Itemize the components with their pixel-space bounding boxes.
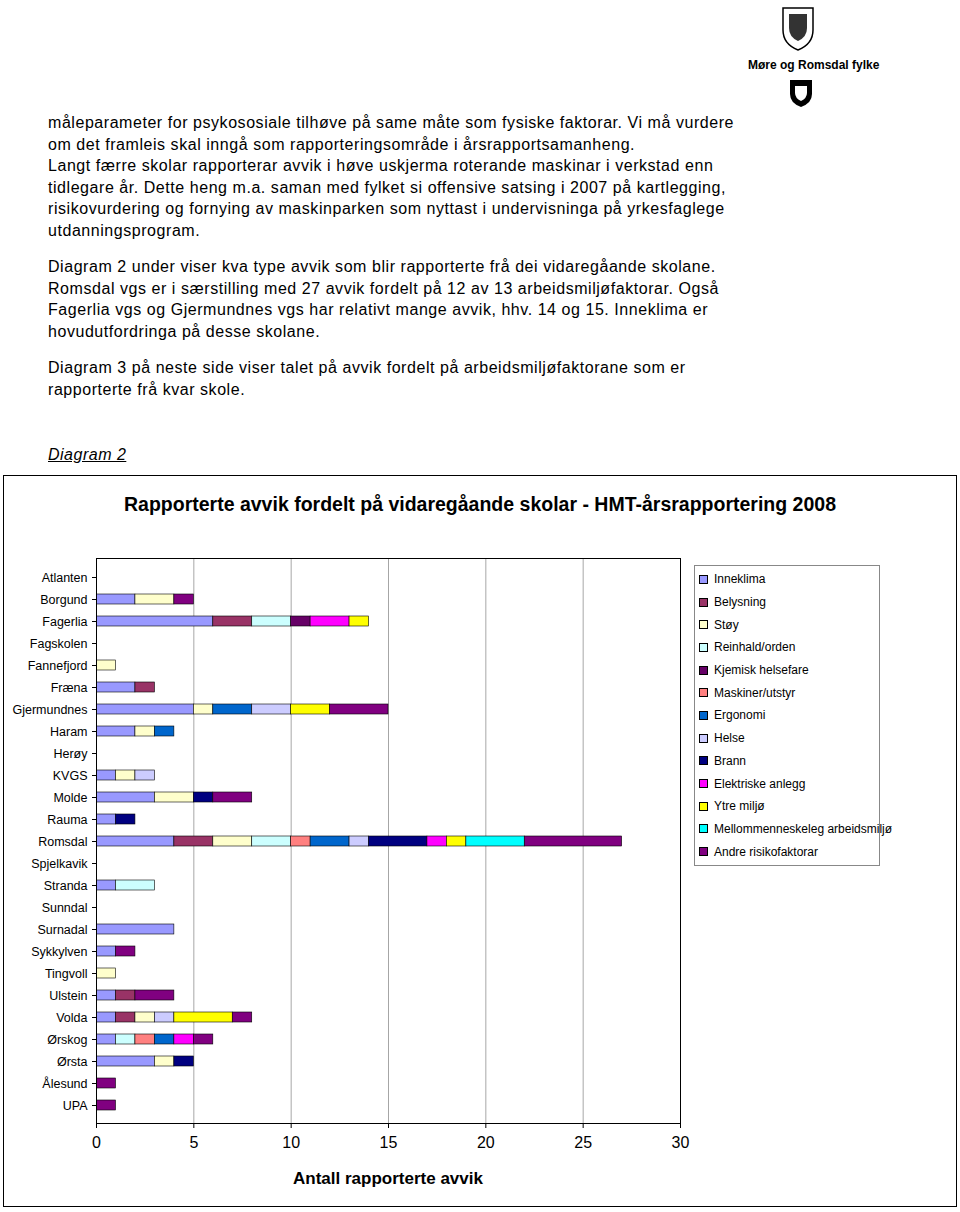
- html-text:hovudutfordringa på desse skol: hovudutfordringa på desse skolane.: [48, 322, 321, 340]
- html-text:tidlegare år. Dette heng m.a.: tidlegare år. Dette heng m.a. saman med …: [48, 178, 726, 196]
- svg-text:Gjermundnes: Gjermundnes: [12, 703, 87, 717]
- svg-text:Spjelkavik: Spjelkavik: [31, 857, 88, 871]
- html-text:Mellommenneskeleg arbeidsmiljø: Mellommenneskeleg arbeidsmiljø: [714, 821, 893, 836]
- svg-text:25: 25: [574, 1134, 592, 1151]
- html-text:Diagram 3 på neste side viser: Diagram 3 på neste side viser talet på a…: [48, 358, 686, 376]
- svg-text:Herøy: Herøy: [53, 747, 88, 761]
- svg-text:Sunndal: Sunndal: [42, 901, 88, 915]
- svg-text:Molde: Molde: [53, 791, 87, 805]
- svg-text:Volda: Volda: [56, 1011, 87, 1025]
- svg-text:Atlanten: Atlanten: [42, 571, 88, 585]
- html-text:utdanningsprogram.: utdanningsprogram.: [48, 222, 201, 239]
- html-text:Diagram 2: Diagram 2: [48, 446, 127, 463]
- html-text:Støy: Støy: [714, 617, 739, 632]
- html-text:Helse: Helse: [714, 731, 745, 746]
- html-text:Rapporterte avvik fordelt på v: Rapporterte avvik fordelt på vidaregåand…: [124, 493, 836, 515]
- svg-text:20: 20: [477, 1134, 495, 1151]
- svg-text:Romsdal: Romsdal: [38, 835, 87, 849]
- svg-text:Tingvoll: Tingvoll: [45, 967, 88, 981]
- html-text:rapporterte frå kvar skole.: rapporterte frå kvar skole.: [48, 380, 246, 398]
- html-text:Romsdal vgs er i særstilling m: Romsdal vgs er i særstilling med 27 avvi…: [48, 279, 719, 297]
- svg-text:Ørskog: Ørskog: [47, 1033, 87, 1047]
- svg-text:Stranda: Stranda: [44, 879, 88, 893]
- svg-text:KVGS: KVGS: [53, 769, 88, 783]
- html-text:Diagram 2 under viser kva type: Diagram 2 under viser kva type avvik som…: [48, 258, 716, 276]
- html-text:Reinhald/orden: Reinhald/orden: [714, 640, 796, 655]
- html-text:Langt færre skolar rapporterar: Langt færre skolar rapporterar avvik i h…: [48, 157, 714, 175]
- html-text:Andre risikofaktorar: Andre risikofaktorar: [714, 844, 818, 859]
- html-text:Antall rapporterte avvik: Antall rapporterte avvik: [293, 1169, 483, 1188]
- svg-text:10: 10: [282, 1134, 300, 1151]
- html-text:Ergonomi: Ergonomi: [714, 708, 766, 723]
- svg-text:Fagerlia: Fagerlia: [42, 615, 87, 629]
- svg-text:Ålesund: Ålesund: [42, 1076, 87, 1091]
- svg-text:5: 5: [189, 1134, 198, 1151]
- svg-text:Rauma: Rauma: [47, 813, 87, 827]
- html-text:Fagerlia vgs og Gjermundnes vg: Fagerlia vgs og Gjermundnes vgs har rela…: [48, 301, 709, 319]
- html-text:om det framleis skal inngå som: om det framleis skal inngå som rapporter…: [48, 135, 636, 153]
- html-text:måleparameter for psykososiale: måleparameter for psykososiale tilhøve p…: [48, 114, 734, 131]
- svg-text:Fannefjord: Fannefjord: [28, 659, 88, 673]
- svg-text:15: 15: [380, 1134, 398, 1151]
- svg-text:30: 30: [672, 1134, 690, 1151]
- html-text:Belysning: Belysning: [714, 595, 766, 609]
- html-text:Møre og Romsdal fylke: Møre og Romsdal fylke: [748, 58, 880, 72]
- svg-text:Ørsta: Ørsta: [57, 1055, 88, 1069]
- svg-text:Haram: Haram: [50, 725, 88, 739]
- html-text:Inneklima: Inneklima: [714, 572, 766, 587]
- html-text:Kjemisk helsefare: Kjemisk helsefare: [714, 663, 809, 678]
- svg-text:Borgund: Borgund: [40, 593, 87, 607]
- svg-text:Sykkylven: Sykkylven: [31, 945, 87, 959]
- svg-text:Fræna: Fræna: [51, 681, 88, 695]
- svg-text:UPA: UPA: [63, 1099, 88, 1113]
- svg-text:Ulstein: Ulstein: [49, 989, 87, 1003]
- html-text:Maskiner/utstyr: Maskiner/utstyr: [714, 685, 796, 700]
- html-text:Brann: Brann: [714, 753, 746, 768]
- html-text:Elektriske anlegg: Elektriske anlegg: [714, 776, 806, 791]
- html-text:Ytre miljø: Ytre miljø: [714, 799, 765, 814]
- html-text:risikovurdering og fornying av: risikovurdering og fornying av maskinpar…: [48, 200, 725, 218]
- svg-text:0: 0: [92, 1134, 101, 1151]
- svg-text:Surnadal: Surnadal: [37, 923, 87, 937]
- svg-text:Fagskolen: Fagskolen: [30, 637, 88, 651]
